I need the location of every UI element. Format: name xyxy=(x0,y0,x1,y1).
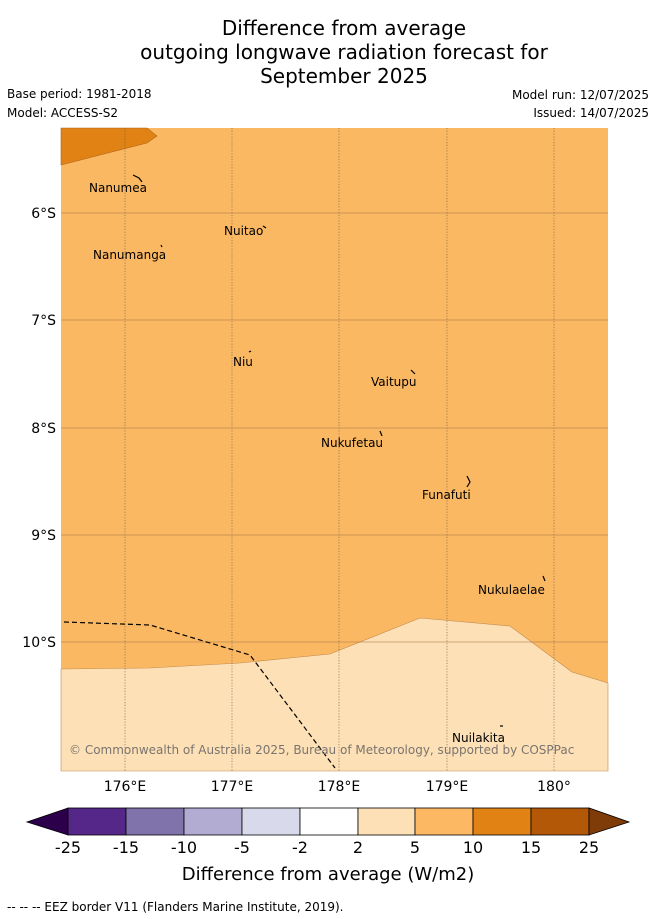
colorbar-label: -15 xyxy=(113,838,139,857)
colorbar-title: Difference from average (W/m2) xyxy=(182,864,474,885)
island-shape-nukufetau xyxy=(379,430,383,437)
colorbar-swatch xyxy=(414,807,474,836)
chart-title: Difference from average outgoing longwav… xyxy=(0,16,655,88)
model-run: Model run: 12/07/2025 xyxy=(511,88,649,102)
colorbar-swatch xyxy=(299,807,359,836)
island-shape-nanumanga xyxy=(160,244,163,248)
colorbar-swatch xyxy=(530,807,590,836)
island-label-nanumanga: Nanumanga xyxy=(93,248,166,262)
title-line-2: outgoing longwave radiation forecast for xyxy=(140,40,548,64)
title-line-3: September 2025 xyxy=(260,64,428,88)
island-label-vaitupu: Vaitupu xyxy=(371,375,417,389)
colorbar: -25 -15 -10 -5 -2 2 5 10 15 25 Differenc… xyxy=(25,807,631,885)
lon-tick-178e: 178°E xyxy=(318,779,361,795)
island-label-nukulaelae: Nukulaelae xyxy=(478,583,545,597)
lon-tick-labels: 176°E 177°E 178°E 179°E 180° xyxy=(104,779,571,795)
colorbar-label: 5 xyxy=(410,838,420,857)
island-shape-nanumea xyxy=(132,174,143,183)
forecast-map: Nanumea Nuitao Nanumanga Niu Vaitupu Nuk… xyxy=(22,127,631,885)
title-line-1: Difference from average xyxy=(221,16,467,40)
contour-2-5 xyxy=(60,617,609,772)
colorbar-label: 2 xyxy=(353,838,363,857)
island-labels: Nanumea Nuitao Nanumanga Niu Vaitupu Nuk… xyxy=(89,181,545,745)
colorbar-extend-low xyxy=(25,807,69,836)
colorbar-swatch xyxy=(472,807,532,836)
lat-tick-8s: 8°S xyxy=(31,421,56,437)
lat-tick-6s: 6°S xyxy=(31,206,56,222)
colorbar-label: 10 xyxy=(463,838,483,857)
island-shape-nuitao xyxy=(262,225,267,229)
island-shapes xyxy=(132,174,546,727)
lon-tick-180: 180° xyxy=(537,779,571,795)
lon-tick-179e: 179°E xyxy=(426,779,469,795)
colorbar-label: 25 xyxy=(579,838,599,857)
island-label-nanumea: Nanumea xyxy=(89,181,147,195)
colorbar-label: -2 xyxy=(292,838,308,857)
colorbar-swatch xyxy=(125,807,185,836)
lon-tick-177e: 177°E xyxy=(211,779,254,795)
model-name: Model: ACCESS-S2 xyxy=(7,106,119,120)
island-shape-vaitupu xyxy=(410,369,416,375)
colorbar-label: -10 xyxy=(171,838,197,857)
colorbar-label: -5 xyxy=(234,838,250,857)
colorbar-swatch xyxy=(183,807,243,836)
issued-date: Issued: 14/07/2025 xyxy=(533,106,649,120)
lat-tick-labels: 6°S 7°S 8°S 9°S 10°S xyxy=(22,206,56,651)
colorbar-label: -25 xyxy=(55,838,81,857)
lat-tick-7s: 7°S xyxy=(31,313,56,329)
island-label-funafuti: Funafuti xyxy=(422,488,471,502)
map-panel: Nanumea Nuitao Nanumanga Niu Vaitupu Nuk… xyxy=(60,127,609,772)
island-shape-niu xyxy=(248,350,252,353)
island-shape-nukulaelae xyxy=(542,575,546,582)
island-shape-funafuti xyxy=(466,475,471,488)
eez-legend-note: -- -- -- EEZ border V11 (Flanders Marine… xyxy=(7,900,344,914)
contour-10-15 xyxy=(60,127,158,166)
copyright-credit: © Commonwealth of Australia 2025, Bureau… xyxy=(69,743,574,757)
colorbar-swatch xyxy=(241,807,301,836)
colorbar-extend-high xyxy=(588,807,631,836)
island-label-nuitao: Nuitao xyxy=(224,224,263,238)
lon-tick-176e: 176°E xyxy=(104,779,147,795)
lat-tick-10s: 10°S xyxy=(22,635,56,651)
lat-tick-9s: 9°S xyxy=(31,528,56,544)
lat-lines xyxy=(61,212,608,643)
colorbar-label: 15 xyxy=(521,838,541,857)
island-label-niu: Niu xyxy=(233,355,253,369)
eez-border xyxy=(63,621,336,769)
gridlines xyxy=(124,128,555,771)
island-label-nukufetau: Nukufetau xyxy=(321,436,383,450)
island-label-nuilakita: Nuilakita xyxy=(452,731,505,745)
base-period: Base period: 1981-2018 xyxy=(7,87,152,101)
colorbar-swatch xyxy=(357,807,416,836)
colorbar-swatch xyxy=(67,807,127,836)
